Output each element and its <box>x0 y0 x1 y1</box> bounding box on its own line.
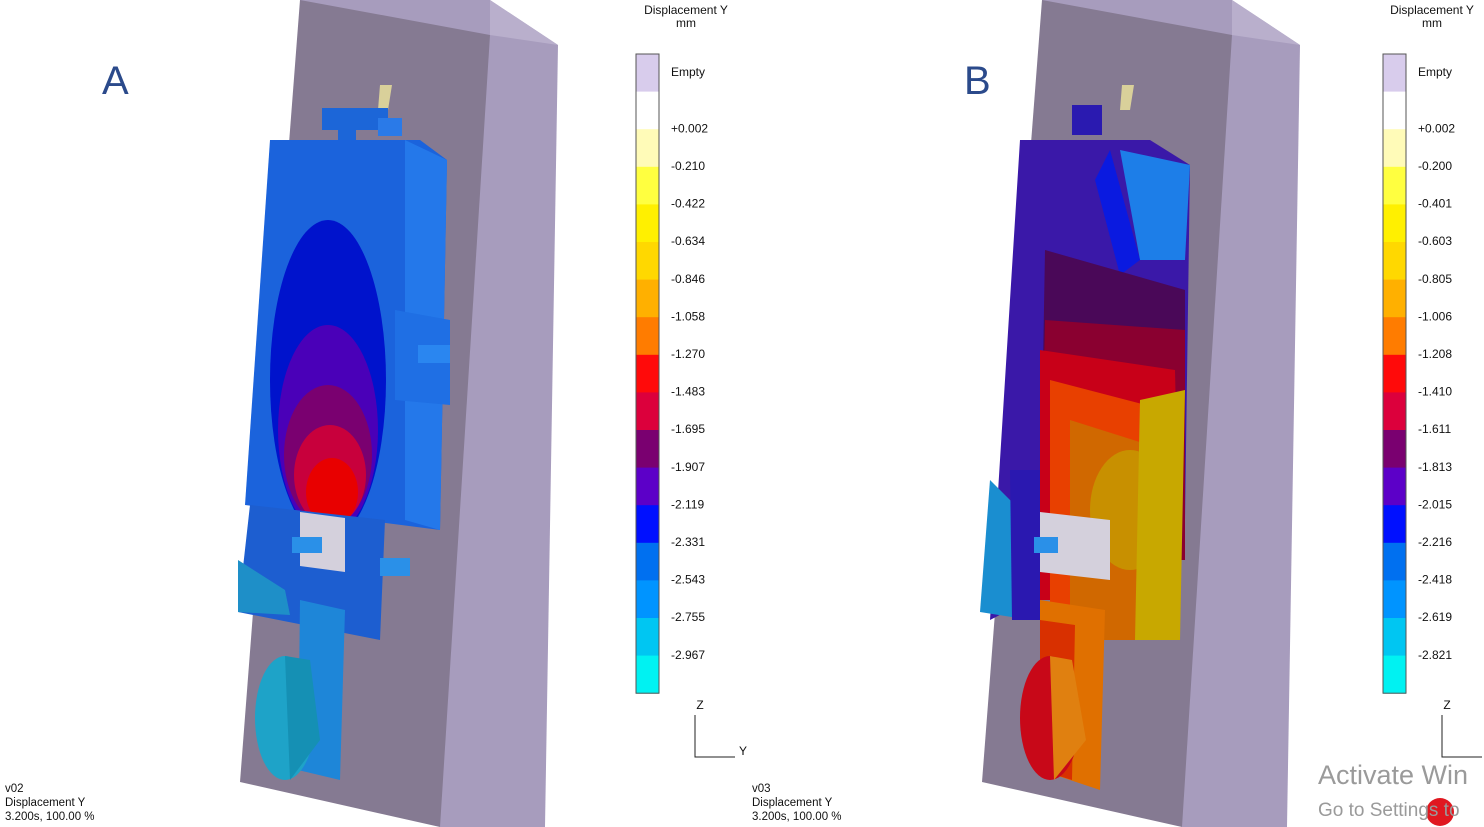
legend-label: -2.418 <box>1418 573 1452 587</box>
legend-label: -1.483 <box>671 385 705 399</box>
legend-swatch <box>1383 542 1406 581</box>
legend-swatch <box>1383 354 1406 393</box>
legend-unit: mm <box>1422 16 1442 30</box>
legend-label: -0.603 <box>1418 234 1452 248</box>
legend-swatch <box>636 317 659 356</box>
legend-label: -0.401 <box>1418 197 1452 211</box>
legend-label: Empty <box>671 65 705 79</box>
legend-label: -2.015 <box>1418 497 1452 511</box>
legend-label: -2.331 <box>671 535 705 549</box>
logo <box>1426 798 1454 826</box>
legend-swatch <box>636 580 659 619</box>
legend-label: -1.058 <box>671 309 705 323</box>
footer-text: 3.200s, 100.00 % <box>5 811 95 823</box>
legend-swatch <box>1383 505 1406 544</box>
legend-label: -1.208 <box>1418 347 1452 361</box>
legend-label: -0.422 <box>671 197 705 211</box>
legend-label: -0.200 <box>1418 159 1452 173</box>
axis-z: Z <box>1443 698 1450 712</box>
legend-unit: mm <box>676 16 696 30</box>
legend-title: Displacement Y <box>1390 3 1474 17</box>
legend-label: -2.755 <box>671 610 705 624</box>
legend-label: +0.002 <box>1418 121 1455 135</box>
legend-swatch <box>636 467 659 506</box>
watermark: Go to Settings to <box>1318 800 1460 821</box>
model-b <box>980 0 1300 827</box>
legend-label: -0.846 <box>671 272 705 286</box>
legend-swatch <box>1383 430 1406 469</box>
legend-label: -1.813 <box>1418 460 1452 474</box>
legend-swatch <box>1383 618 1406 657</box>
footer-text: Displacement Y <box>752 797 833 809</box>
legend-swatch <box>1383 129 1406 168</box>
legend-swatch <box>636 618 659 657</box>
axis-y: Y <box>739 744 747 758</box>
legend-swatch <box>1383 91 1406 130</box>
legend-swatch <box>1383 655 1406 694</box>
legend-swatch <box>1383 54 1406 93</box>
legend-swatch <box>636 430 659 469</box>
legend-swatch <box>636 655 659 694</box>
legend-label: -0.210 <box>671 159 705 173</box>
legend-title: Displacement Y <box>644 3 728 17</box>
legend-swatch <box>636 279 659 318</box>
legend-swatch <box>1383 580 1406 619</box>
legend-swatch <box>1383 279 1406 318</box>
legend-swatch <box>636 242 659 281</box>
legend-label: -1.006 <box>1418 309 1452 323</box>
legend-label: -1.270 <box>671 347 705 361</box>
legend-swatch <box>1383 204 1406 243</box>
legend-swatch <box>1383 392 1406 431</box>
legend-swatch <box>1383 166 1406 205</box>
legend-frame <box>635 53 660 694</box>
legend-label: -2.821 <box>1418 648 1452 662</box>
legend-swatch <box>636 542 659 581</box>
model-a <box>238 0 558 827</box>
legend-swatch <box>636 392 659 431</box>
legend-swatch <box>636 91 659 130</box>
footer-text: v02 <box>5 783 24 795</box>
legend-label: -2.543 <box>671 573 705 587</box>
legend-label: -2.216 <box>1418 535 1452 549</box>
legend-label: -2.619 <box>1418 610 1452 624</box>
legend-label: -1.410 <box>1418 385 1452 399</box>
legend-label: -1.695 <box>671 422 705 436</box>
legend-swatch <box>636 505 659 544</box>
footer-text: Displacement Y <box>5 797 86 809</box>
legend-label: -1.611 <box>1418 422 1451 436</box>
legend-label: -0.634 <box>671 234 705 248</box>
legend-label: -0.805 <box>1418 272 1452 286</box>
footer-text: 3.200s, 100.00 % <box>752 811 842 823</box>
legend-label: -1.907 <box>671 460 705 474</box>
legend-label: Empty <box>1418 65 1452 79</box>
legend-swatch <box>636 129 659 168</box>
footer-text: v03 <box>752 783 771 795</box>
legend-swatch <box>636 166 659 205</box>
panel-label: A <box>102 59 129 103</box>
legend-swatch <box>636 204 659 243</box>
legend-swatch <box>1383 317 1406 356</box>
watermark: Activate Win <box>1318 760 1468 790</box>
axis-z: Z <box>696 698 703 712</box>
legend-swatch <box>636 54 659 93</box>
legend-swatch <box>1383 242 1406 281</box>
legend-swatch <box>1383 467 1406 506</box>
legend-label: +0.002 <box>671 121 708 135</box>
legend-swatch <box>636 354 659 393</box>
axis-triads <box>694 715 1482 758</box>
legend-frame <box>1382 53 1407 694</box>
legend-label: -2.119 <box>671 497 704 511</box>
panel-label: B <box>964 59 991 103</box>
legend-label: -2.967 <box>671 648 705 662</box>
